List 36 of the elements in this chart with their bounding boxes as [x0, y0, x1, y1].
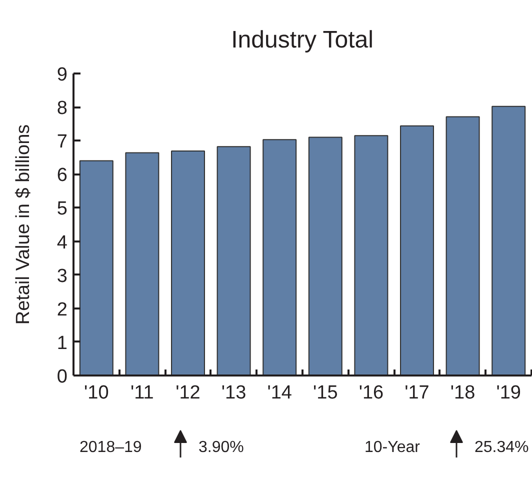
- bar: [125, 152, 160, 376]
- y-tick-label: 8: [56, 98, 68, 120]
- x-tick-label: '12: [176, 382, 200, 404]
- y-tick-label: 6: [56, 165, 68, 186]
- text: 10-Year: [364, 439, 421, 456]
- y-tick-label: 4: [56, 232, 68, 254]
- x-tick-label: '11: [130, 382, 154, 404]
- bar: [354, 135, 388, 376]
- text: 2018–19: [80, 439, 142, 456]
- x-tick-label: '15: [313, 382, 338, 404]
- x-tick-label: '17: [404, 382, 430, 404]
- bar: [171, 150, 205, 376]
- y-tick-label: 7: [56, 132, 68, 153]
- text: 3.90%: [198, 439, 244, 456]
- x-tick-label: '18: [450, 382, 476, 404]
- bar: [308, 136, 342, 376]
- bar: [400, 125, 434, 376]
- x-tick-label: '13: [221, 382, 246, 404]
- x-tick-label: '10: [84, 382, 109, 404]
- y-tick-label: 3: [56, 266, 68, 287]
- bar: [262, 139, 297, 376]
- y-tick-label: 5: [56, 198, 68, 220]
- y-tick-label: 0: [56, 366, 68, 388]
- bar: [216, 146, 251, 376]
- x-tick-label: '16: [358, 382, 384, 404]
- chart-title: Industry Total: [231, 26, 374, 54]
- bar: [79, 160, 114, 376]
- y-tick-label: 1: [56, 332, 68, 354]
- y-axis-title: Retail Value in $ billions: [12, 124, 34, 325]
- text: 25.34%: [474, 439, 529, 456]
- y-tick-label: 2: [56, 299, 68, 320]
- bar: [446, 116, 480, 376]
- x-tick-label: '19: [496, 382, 521, 404]
- x-tick-label: '14: [267, 382, 292, 404]
- bar: [492, 106, 526, 376]
- y-tick-label: 9: [56, 64, 68, 86]
